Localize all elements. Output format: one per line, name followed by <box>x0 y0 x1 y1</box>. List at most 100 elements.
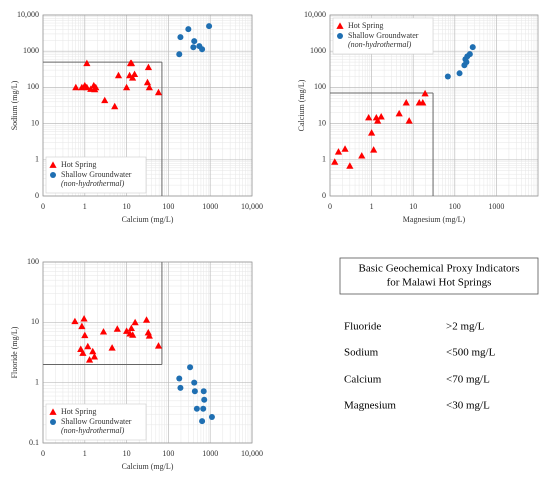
point <box>206 23 213 30</box>
indicator-name: Magnesium <box>344 400 396 412</box>
y-tick-label: 0 <box>322 191 326 200</box>
point <box>191 388 198 395</box>
point <box>177 34 184 41</box>
point <box>127 324 135 332</box>
chart: 0 1 10 100 1000 10,000 0.1 1 10 100 Calcium (mg/L)… <box>10 257 263 471</box>
legend-marker <box>50 419 56 425</box>
point <box>200 405 207 412</box>
chart: 0 1 10 100 1000 0 1 10 100 1000 10,000 Magnesium (m… <box>297 10 539 224</box>
point <box>469 44 476 51</box>
point <box>80 315 88 322</box>
y-tick-label: 0.1 <box>29 438 39 447</box>
x-tick-label: 10 <box>409 202 417 211</box>
x-axis-label: Calcium (mg/L) <box>122 462 174 471</box>
x-tick-label: 1000 <box>488 202 504 211</box>
point <box>83 83 91 91</box>
point <box>456 70 463 77</box>
point <box>341 145 349 152</box>
legend-box <box>332 17 434 55</box>
legend-label: Hot Spring <box>61 407 96 416</box>
point <box>79 349 87 356</box>
point <box>71 317 79 325</box>
legend-label: Shallow Groundwater <box>61 417 132 426</box>
y-tick-label: 1000 <box>23 46 39 55</box>
point <box>419 99 427 106</box>
y-tick-label: 100 <box>314 82 326 91</box>
y-tick-label: 1 <box>35 377 39 386</box>
x-tick-label: 1000 <box>202 449 218 458</box>
y-tick-label: 10,000 <box>304 10 326 19</box>
point <box>208 413 215 420</box>
legend-box <box>45 403 147 441</box>
legend-marker <box>49 161 57 168</box>
point <box>466 51 473 58</box>
point <box>90 353 99 360</box>
indicator-name: Fluoride <box>344 321 381 333</box>
point <box>200 388 207 395</box>
point <box>143 78 152 86</box>
y-tick-label: 100 <box>27 82 39 91</box>
point <box>78 83 86 91</box>
point <box>185 26 192 33</box>
point <box>78 322 86 330</box>
legend-label: Shallow Groundwater <box>348 31 419 40</box>
panel-title: Basic Geochemical Proxy Indicators <box>359 263 520 275</box>
x-tick-label: 10,000 <box>241 202 263 211</box>
y-axis-label: Fluoride (mg/L) <box>10 326 19 378</box>
point <box>334 148 343 155</box>
indicator-value: <500 mg/L <box>446 347 496 359</box>
chart: 0 1 10 100 1000 10,000 0 1 10 100 1000 10,000 Calciu… <box>10 10 263 224</box>
point <box>84 342 92 350</box>
y-axis-label: Calcium (mg/L) <box>297 79 306 131</box>
legend-box <box>45 156 147 194</box>
point <box>154 342 163 349</box>
legend-marker <box>49 408 57 415</box>
point <box>72 83 80 91</box>
point <box>405 117 413 124</box>
point <box>176 51 183 58</box>
legend-note: (non-hydrothermal) <box>61 179 125 188</box>
y-tick-label: 0 <box>35 191 39 200</box>
point <box>190 44 197 51</box>
point <box>346 162 354 169</box>
point <box>358 152 366 159</box>
point <box>191 379 198 386</box>
legend-note: (non-hydrothermal) <box>348 40 412 49</box>
legend-label: Hot Spring <box>61 160 96 169</box>
panel-title: for Malawi Hot Springs <box>387 277 492 289</box>
x-tick-label: 10 <box>123 202 131 211</box>
y-tick-label: 100 <box>27 257 39 266</box>
x-tick-label: 10 <box>123 449 131 458</box>
legend-marker <box>337 33 343 39</box>
point <box>176 375 183 382</box>
x-tick-label: 10,000 <box>241 449 263 458</box>
point <box>187 364 194 371</box>
y-tick-label: 10,000 <box>17 10 39 19</box>
point <box>113 325 121 332</box>
point <box>123 327 131 334</box>
x-tick-label: 100 <box>162 202 174 211</box>
x-tick-label: 1 <box>370 202 374 211</box>
y-axis-label: Sodium (mg/L) <box>10 80 19 130</box>
point <box>331 158 339 165</box>
point <box>201 396 208 403</box>
point <box>199 46 206 53</box>
point <box>199 418 206 425</box>
point <box>402 99 410 106</box>
indicator-name: Sodium <box>344 347 379 359</box>
y-tick-label: 1 <box>322 155 326 164</box>
y-tick-label: 1 <box>35 155 39 164</box>
point <box>365 113 373 121</box>
legend-marker <box>336 22 344 29</box>
indicator-value: >2 mg/L <box>446 321 485 333</box>
x-tick-label: 1000 <box>202 202 218 211</box>
point <box>177 384 184 391</box>
legend-marker <box>50 172 56 178</box>
point <box>145 332 153 339</box>
point <box>421 89 429 97</box>
point <box>99 328 108 335</box>
point <box>114 71 123 79</box>
x-tick-label: 0 <box>41 202 45 211</box>
point <box>377 113 385 120</box>
indicator-value: <30 mg/L <box>446 400 490 412</box>
